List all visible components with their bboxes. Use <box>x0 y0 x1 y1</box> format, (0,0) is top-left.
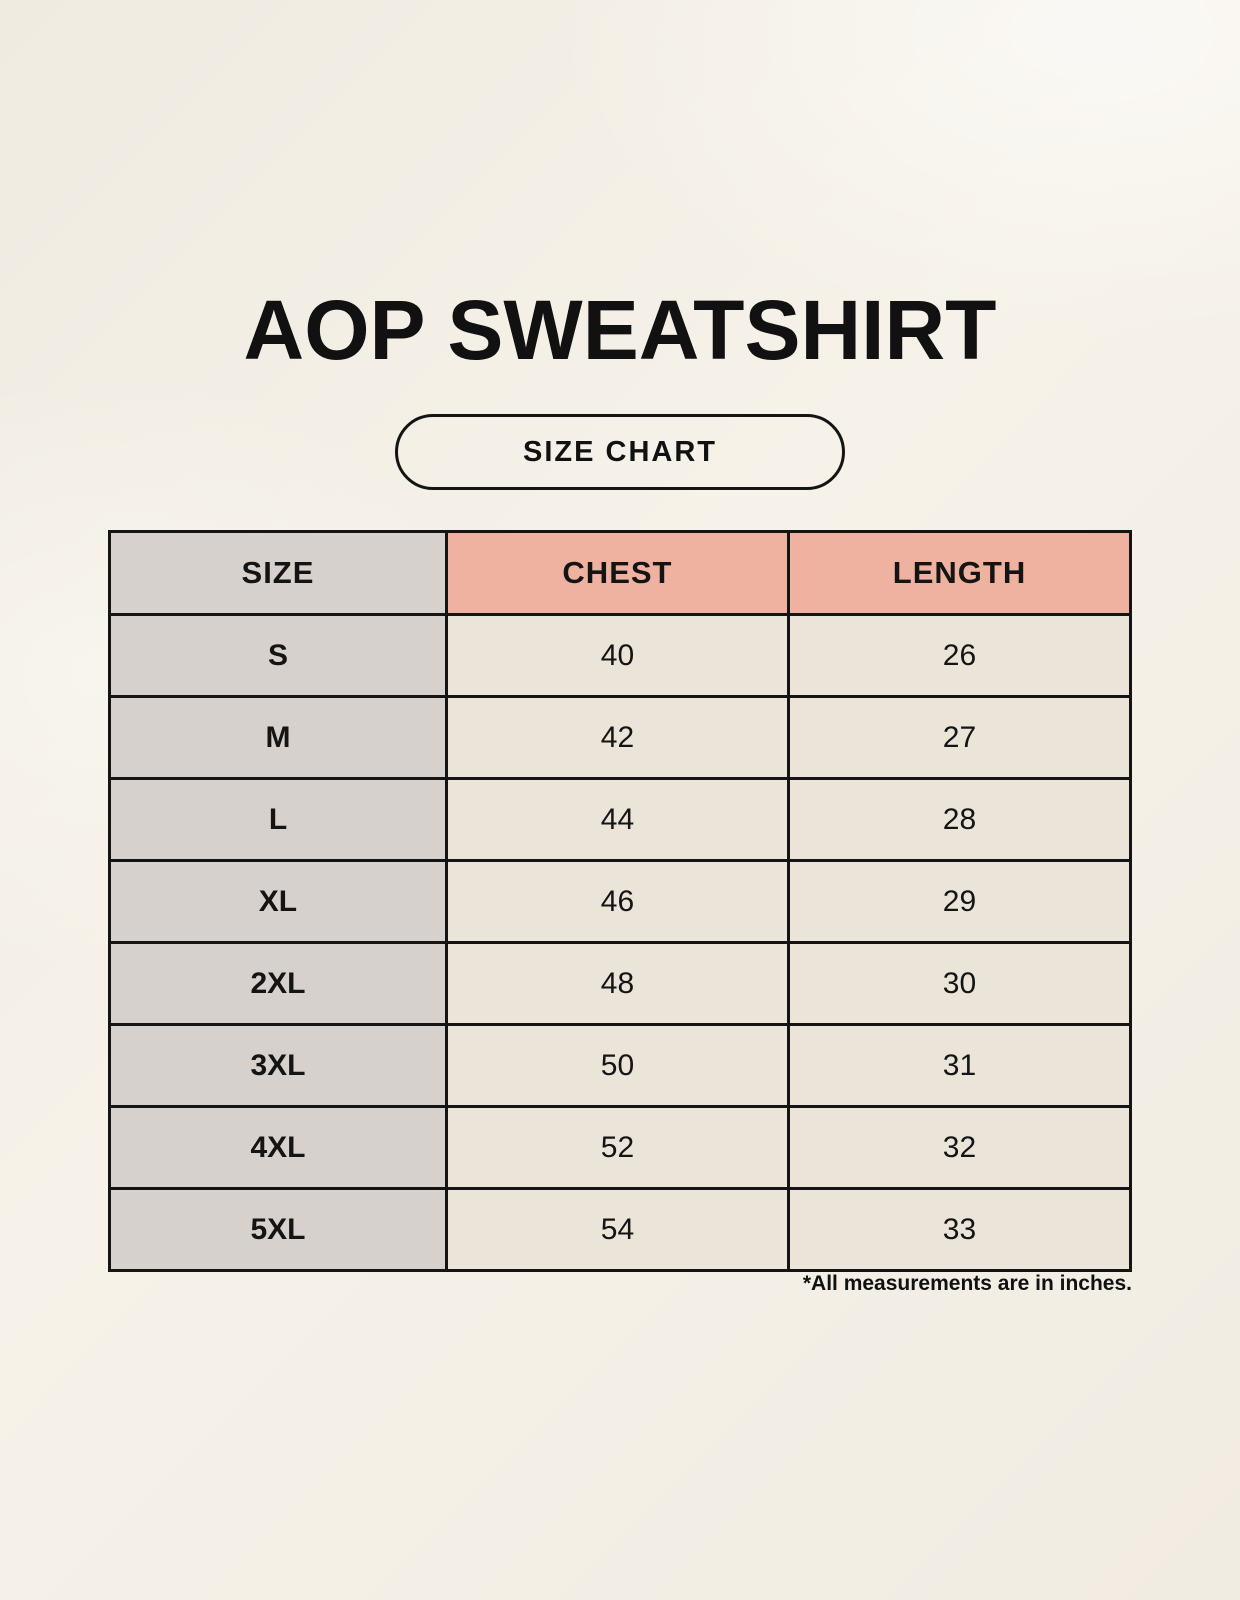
length-cell: 29 <box>786 859 1133 944</box>
size-chart-badge: SIZE CHART <box>395 414 845 490</box>
chest-cell: 50 <box>444 1023 790 1108</box>
chest-cell: 40 <box>444 613 790 698</box>
size-cell: 2XL <box>108 941 448 1026</box>
size-chart-table: SIZE CHEST LENGTH S 40 26 M 42 27 L 44 2… <box>108 530 1133 1272</box>
size-cell: S <box>108 613 448 698</box>
chest-cell: 54 <box>444 1187 790 1272</box>
chest-cell: 46 <box>444 859 790 944</box>
length-cell: 30 <box>786 941 1133 1026</box>
measurements-footnote: *All measurements are in inches. <box>802 1272 1132 1295</box>
table-row: L 44 28 <box>108 777 1133 862</box>
length-cell: 33 <box>786 1187 1133 1272</box>
chest-cell: 42 <box>444 695 790 780</box>
size-cell: 5XL <box>108 1187 448 1272</box>
table-row: M 42 27 <box>108 695 1133 780</box>
table-row: 2XL 48 30 <box>108 941 1133 1026</box>
header-row: SIZE CHEST LENGTH <box>108 530 1133 616</box>
size-chart-badge-label: SIZE CHART <box>523 435 717 468</box>
table-row: 4XL 52 32 <box>108 1105 1133 1190</box>
chest-cell: 52 <box>444 1105 790 1190</box>
length-cell: 28 <box>786 777 1133 862</box>
chest-cell: 48 <box>444 941 790 1026</box>
size-cell: XL <box>108 859 448 944</box>
size-cell: 3XL <box>108 1023 448 1108</box>
table-row: S 40 26 <box>108 613 1133 698</box>
length-cell: 27 <box>786 695 1133 780</box>
col-header-chest: CHEST <box>444 530 790 616</box>
col-header-size: SIZE <box>108 530 448 616</box>
size-cell: L <box>108 777 448 862</box>
length-cell: 26 <box>786 613 1133 698</box>
size-cell: M <box>108 695 448 780</box>
page-title: AOP SWEATSHIRT <box>243 283 997 377</box>
table-row: 3XL 50 31 <box>108 1023 1133 1108</box>
table-row: 5XL 54 33 <box>108 1187 1133 1272</box>
length-cell: 32 <box>786 1105 1133 1190</box>
chest-cell: 44 <box>444 777 790 862</box>
col-header-length: LENGTH <box>786 530 1133 616</box>
table-row: XL 46 29 <box>108 859 1133 944</box>
size-cell: 4XL <box>108 1105 448 1190</box>
length-cell: 31 <box>786 1023 1133 1108</box>
